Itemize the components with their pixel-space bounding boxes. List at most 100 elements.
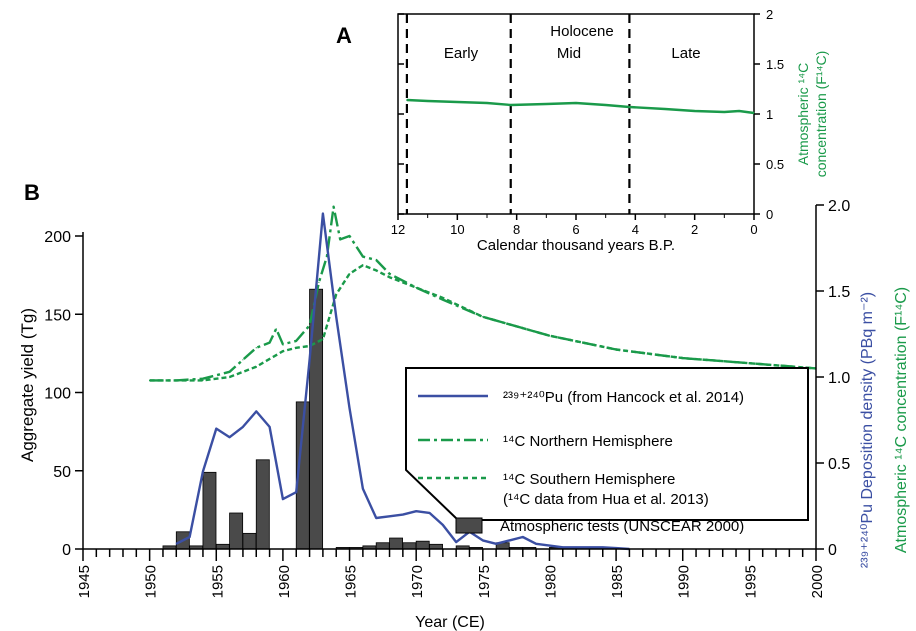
pu-axis-label: ²³⁹⁺²⁴⁰Pu Deposition density (PBq m⁻²) xyxy=(859,292,876,568)
pu-deposition-line-point xyxy=(442,524,444,526)
pu-deposition-line-point xyxy=(175,543,177,545)
panel-a-x-label: Calendar thousand years B.P. xyxy=(477,237,675,254)
c14-nh-line-point xyxy=(332,206,335,208)
a-y-tick-label: 2 xyxy=(766,7,773,22)
panel-b-left-axis: 0 50 100 150 200 xyxy=(44,229,83,559)
legend-swatch-tests xyxy=(455,517,483,534)
test-bar xyxy=(389,537,403,550)
pu-deposition-line-point xyxy=(562,546,564,548)
c14-holocene-point xyxy=(456,101,459,103)
a-y-tick-label: 1 xyxy=(766,107,773,122)
panel-a-frame xyxy=(397,13,755,215)
a-y-tick-label: 1.5 xyxy=(766,57,784,72)
legend-label-nh: ¹⁴C Northern Hemisphere xyxy=(503,433,673,450)
c14-holocene-point xyxy=(738,110,740,112)
test-bars xyxy=(162,288,563,550)
pu-deposition-line-point xyxy=(255,410,257,412)
legend-label-tests: Atmospheric tests (UNSCEAR 2000) xyxy=(500,518,744,535)
c14-sh-line-point xyxy=(388,276,391,278)
c14-nh-line-point xyxy=(375,259,377,261)
pu-deposition-line-point xyxy=(335,316,337,318)
pu-deposition-line-point xyxy=(375,517,377,519)
pu-deposition-line-point xyxy=(388,515,391,517)
pu-deposition-line-point xyxy=(189,536,191,538)
panel-a-y-label-line2: concentration (F¹⁴C) xyxy=(813,51,829,178)
test-bar xyxy=(202,471,217,550)
b-x-tick-label: 1970 xyxy=(409,565,426,598)
test-bar xyxy=(255,459,270,550)
panel-b-x-axis: 1945 1950 1955 1960 1965 1970 1975 1980 1985 1990… xyxy=(76,549,826,598)
c14-nh-line-point xyxy=(615,348,617,351)
holocene-boundaries xyxy=(405,14,631,214)
pu-deposition-line-point xyxy=(362,488,364,490)
panel-b-chart: 1945 1950 1955 1960 1965 1970 1975 1980 1985 1990… xyxy=(18,198,910,631)
c14-nh-line-point xyxy=(242,359,244,361)
panel-a-y-axis: 0 0.5 1 1.5 2 xyxy=(398,7,784,222)
c14-axis-label: Atmospheric ¹⁴C concentration (F¹⁴C) xyxy=(893,287,910,553)
pu-deposition-line-point xyxy=(295,491,297,493)
b-right-tick-label: 1.5 xyxy=(828,284,850,301)
c14-nh-line-point xyxy=(229,371,231,373)
c14-sh-line-point xyxy=(348,273,351,275)
pu-deposition-line-point xyxy=(482,539,484,542)
c14-nh-line-point xyxy=(548,335,551,337)
c14-sh-line-point xyxy=(295,347,297,349)
c14-sh-line-point xyxy=(375,269,377,271)
legend-label-sh-note: (¹⁴C data from Hua et al. 2013) xyxy=(503,491,709,508)
pu-deposition-line-point xyxy=(202,471,204,473)
c14-nh-line-point xyxy=(255,347,257,349)
c14-nh-line-point xyxy=(362,256,364,258)
b-right-tick-label: 2.0 xyxy=(828,198,850,215)
b-x-tick-label: 1955 xyxy=(209,565,226,598)
c14-nh-line-point xyxy=(175,379,177,382)
pu-deposition-line-point xyxy=(268,426,271,428)
c14-nh-line-point xyxy=(202,378,204,380)
b-x-tick-label: 1995 xyxy=(742,565,759,598)
period-mid: Mid xyxy=(557,45,581,62)
c14-sh-line-point xyxy=(229,376,231,378)
c14-holocene-point xyxy=(723,111,726,113)
test-bar xyxy=(402,542,417,550)
holocene-title: Holocene xyxy=(550,23,613,40)
c14-sh-line-point xyxy=(282,350,284,352)
c14-sh-line-point xyxy=(335,293,337,296)
c14-sh-line xyxy=(149,264,817,382)
c14-holocene-point xyxy=(664,108,666,110)
b-x-tick-label: 1960 xyxy=(276,565,293,598)
a-x-tick-label: 4 xyxy=(632,222,639,237)
period-late: Late xyxy=(671,45,700,62)
c14-holocene-point xyxy=(426,100,429,102)
c14-nh-line-point xyxy=(482,316,484,318)
panel-label-b: B xyxy=(24,180,40,205)
legend: ²³⁹⁺²⁴⁰Pu (from Hancock et al. 2014) ¹⁴C… xyxy=(405,367,809,535)
c14-holocene-point xyxy=(486,102,488,104)
c14-nh-line-point xyxy=(326,256,328,258)
b-x-tick-label: 1965 xyxy=(343,565,360,598)
pu-deposition-line-point xyxy=(215,428,217,430)
panel-b-left-y-label: Aggregate yield (Tg) xyxy=(18,308,37,462)
c14-nh-line-point xyxy=(388,273,391,275)
panel-label-a: A xyxy=(336,23,352,48)
c14-nh-line-point xyxy=(282,343,284,345)
pu-deposition-line-point xyxy=(588,546,591,548)
c14-nh-line-point xyxy=(442,299,444,301)
b-x-tick-label: 1990 xyxy=(676,565,693,598)
pu-deposition-line-point xyxy=(522,536,524,538)
c14-holocene-point xyxy=(604,104,607,106)
c14-nh-line-point xyxy=(149,379,151,382)
c14-nh-line-point xyxy=(415,286,417,289)
b-right-tick-label: 0 xyxy=(828,542,837,559)
pu-deposition-line-point xyxy=(535,543,537,545)
b-right-tick-label: 1.0 xyxy=(828,370,850,387)
panel-a-y-label-line1: Atmospheric ¹⁴C xyxy=(795,63,811,165)
pu-deposition-line-point xyxy=(508,539,511,542)
b-x-tick-label: 1945 xyxy=(76,565,93,598)
b-left-tick-label: 50 xyxy=(53,464,71,481)
pu-deposition-line-point xyxy=(455,541,457,543)
c14-holocene-point xyxy=(406,99,408,101)
c14-nh-line-point xyxy=(339,238,341,240)
period-early: Early xyxy=(444,45,479,62)
c14-nh-line-point xyxy=(748,362,750,364)
pu-deposition-line-point xyxy=(242,426,244,428)
